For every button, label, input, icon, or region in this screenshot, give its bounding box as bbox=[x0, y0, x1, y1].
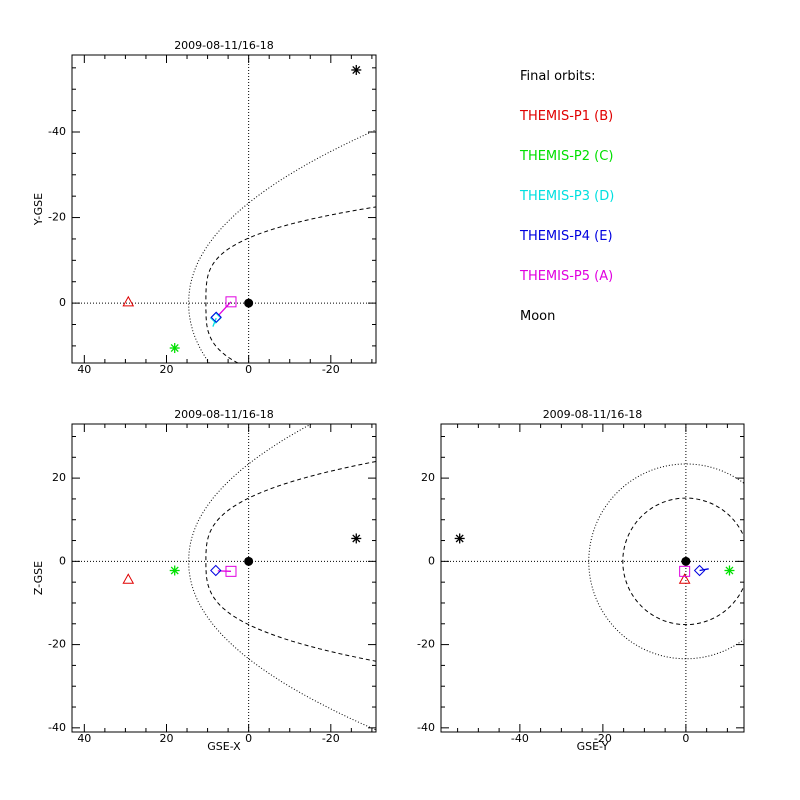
x-tick-label: 20 bbox=[159, 732, 173, 745]
earth-marker bbox=[244, 298, 254, 308]
marker-p4 bbox=[210, 564, 222, 577]
y-tick-label: -20 bbox=[48, 211, 66, 224]
legend-item-p1: THEMIS-P1 (B) bbox=[519, 109, 613, 124]
marker-p1 bbox=[122, 573, 135, 584]
y-axis-label: Y-GSE bbox=[32, 193, 45, 226]
x-tick-label: 0 bbox=[682, 732, 689, 745]
x-tick-label: 40 bbox=[77, 363, 91, 376]
marker-p2 bbox=[169, 565, 180, 576]
y-axis-label: Z-GSE bbox=[32, 561, 45, 595]
plot-frame bbox=[71, 423, 377, 733]
panel-3: 2009-08-11/16-18 GSE-Y -40 -20 0 20 0 -20 -40 bbox=[417, 408, 745, 753]
marker-p1 bbox=[122, 295, 135, 307]
x-tick-label: 0 bbox=[245, 363, 252, 376]
bow-shock-curve bbox=[188, 129, 376, 363]
legend-item-moon: Moon bbox=[520, 309, 555, 324]
legend-item-p5: THEMIS-P5 (A) bbox=[519, 269, 613, 284]
legend-title: Final orbits: bbox=[520, 69, 596, 84]
y-tick-label: -20 bbox=[417, 638, 435, 651]
magnetopause-curve bbox=[205, 206, 376, 363]
plot-frame bbox=[440, 423, 745, 733]
marker-p1 bbox=[678, 573, 691, 584]
marker-p2 bbox=[724, 565, 735, 576]
x-tick-label: -40 bbox=[511, 732, 529, 745]
x-tick-label: -20 bbox=[322, 732, 340, 745]
y-tick-label: 0 bbox=[59, 296, 66, 309]
panel-2: 2009-08-11/16-18 GSE-X Z-GSE 40 20 0 -20 20 0 -20… bbox=[32, 408, 377, 753]
x-axis-label: GSE-Y bbox=[577, 740, 609, 753]
y-tick-label: 0 bbox=[428, 554, 435, 567]
panel-1: 2009-08-11/16-18 Y-GSE 40 20 0 -20 -40 -20 0 bbox=[32, 39, 377, 376]
legend-item-p4: THEMIS-P4 (E) bbox=[519, 229, 613, 244]
y-tick-label: 0 bbox=[59, 554, 66, 567]
x-tick-label: -20 bbox=[322, 363, 340, 376]
marker-p5 bbox=[225, 565, 237, 577]
y-tick-label: -40 bbox=[48, 721, 66, 734]
earth-marker bbox=[681, 556, 691, 566]
legend-item-p2: THEMIS-P2 (C) bbox=[519, 149, 613, 164]
marker-p2 bbox=[169, 343, 180, 354]
y-tick-label: -20 bbox=[48, 638, 66, 651]
magnetopause-circle bbox=[622, 497, 744, 626]
marker-moon bbox=[351, 533, 362, 544]
x-tick-label: 0 bbox=[245, 732, 252, 745]
orbit-track-p5 bbox=[218, 301, 232, 316]
marker-p5 bbox=[679, 565, 691, 577]
x-axis-label: GSE-X bbox=[207, 740, 241, 753]
x-tick-label: -20 bbox=[594, 732, 612, 745]
y-tick-label: 20 bbox=[421, 471, 435, 484]
y-tick-label: -40 bbox=[417, 721, 435, 734]
marker-p4 bbox=[693, 564, 706, 577]
bow-shock-curve bbox=[188, 424, 376, 731]
legend-item-p3: THEMIS-P3 (D) bbox=[519, 189, 614, 204]
plot-frame bbox=[71, 54, 377, 364]
legend: Final orbits: THEMIS-P1 (B) THEMIS-P2 (C) T… bbox=[519, 69, 614, 324]
x-tick-label: 20 bbox=[159, 363, 173, 376]
panel-title: 2009-08-11/16-18 bbox=[543, 408, 643, 421]
x-tick-label: 40 bbox=[77, 732, 91, 745]
marker-moon bbox=[351, 64, 362, 75]
y-tick-label: -40 bbox=[48, 125, 66, 138]
y-tick-label: 20 bbox=[52, 471, 66, 484]
earth-marker bbox=[244, 556, 254, 566]
marker-p4 bbox=[210, 311, 222, 323]
panel-title: 2009-08-11/16-18 bbox=[174, 39, 274, 52]
marker-p5 bbox=[225, 296, 237, 308]
marker-moon bbox=[454, 533, 465, 544]
panel-title: 2009-08-11/16-18 bbox=[174, 408, 274, 421]
